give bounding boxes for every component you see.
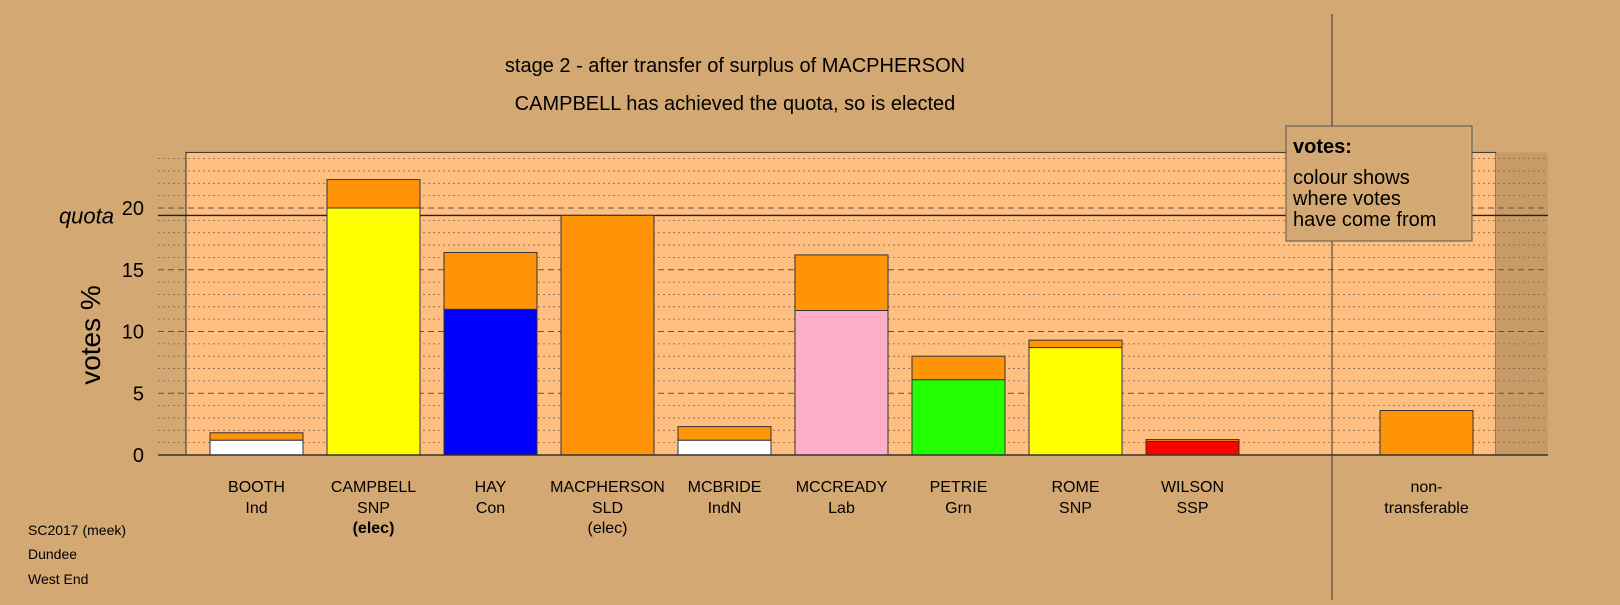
candidate-name-label: MACPHERSON [550, 479, 665, 496]
footer-election: SC2017 (meek) [28, 522, 127, 538]
quota-label: quota [59, 203, 114, 228]
footer-council: Dundee [28, 546, 78, 562]
labels-layer: BOOTH Ind CAMPBELL SNP (elec) HAY Con MACPHERSO… [228, 479, 1469, 537]
bar-segment-mcbride [677, 426, 772, 441]
candidate-status-label: (elec) [587, 520, 627, 537]
bar-segment-rome [1028, 339, 1123, 349]
bar-segment-mccready [794, 254, 889, 312]
bar-segment-mcbride [677, 439, 772, 456]
candidate-name-label: CAMPBELL [331, 479, 416, 496]
chart-subtitle: CAMPBELL has achieved the quota, so is e… [515, 93, 956, 115]
candidate-name-label: MCCREADY [796, 479, 888, 496]
candidate-party-label: Grn [945, 500, 972, 517]
bar-segment-macpherson [560, 214, 655, 456]
bars-layer [209, 179, 1474, 456]
candidate-status-label: (elec) [353, 520, 395, 537]
bar-segment-wilson [1145, 440, 1240, 456]
bar-segment-campbell [326, 207, 421, 456]
bar-segment-wilson [1145, 439, 1240, 442]
candidate-name-label: PETRIE [930, 479, 988, 496]
bar-segment-petrie [911, 379, 1006, 456]
candidate-name-label: BOOTH [228, 479, 285, 496]
candidate-party-label: SNP [357, 500, 390, 517]
candidate-name-label: WILSON [1161, 479, 1224, 496]
candidate-name-label: MCBRIDE [688, 479, 762, 496]
axis-layer: 0 5 10 15 20 [122, 14, 1548, 600]
bar-segment-hay [443, 308, 538, 456]
bar-segment-rome [1028, 347, 1123, 456]
legend-line: colour shows [1293, 167, 1410, 189]
nontransferable-label: non- [1410, 479, 1442, 496]
bar-segment-campbell [326, 179, 421, 209]
bar-segment-petrie [911, 355, 1006, 381]
bar-segment-mccready [794, 310, 889, 456]
candidate-party-label: IndN [708, 500, 742, 517]
bar-segment-booth [209, 439, 304, 456]
bar-segment-booth [209, 432, 304, 441]
legend-title: votes: [1293, 136, 1352, 158]
candidate-party-label: SLD [592, 500, 623, 517]
candidate-name-label: ROME [1052, 479, 1100, 496]
legend-line: where votes [1292, 188, 1401, 210]
candidate-party-label: SNP [1059, 500, 1092, 517]
y-tick-label: 10 [122, 322, 144, 344]
candidate-party-label: SSP [1176, 500, 1208, 517]
legend-line: have come from [1293, 209, 1436, 231]
legend-box: votes: colour shows where votes have com… [1285, 125, 1473, 242]
y-tick-label: 0 [133, 445, 144, 467]
y-tick-label: 5 [133, 383, 144, 405]
y-tick-label: 20 [122, 198, 144, 220]
bar-nontransferable [1379, 410, 1474, 456]
footer-ward: West End [28, 571, 89, 587]
plot-margin-shade [1496, 152, 1548, 456]
candidate-name-label: HAY [475, 479, 507, 496]
y-axis-label: votes % [75, 285, 106, 385]
nontransferable-label: transferable [1384, 500, 1469, 517]
y-tick-label: 15 [122, 260, 144, 282]
candidate-party-label: Lab [828, 500, 855, 517]
bar-segment-hay [443, 251, 538, 310]
candidate-party-label: Con [476, 500, 505, 517]
candidate-party-label: Ind [245, 500, 267, 517]
chart-title: stage 2 - after transfer of surplus of M… [505, 55, 965, 77]
